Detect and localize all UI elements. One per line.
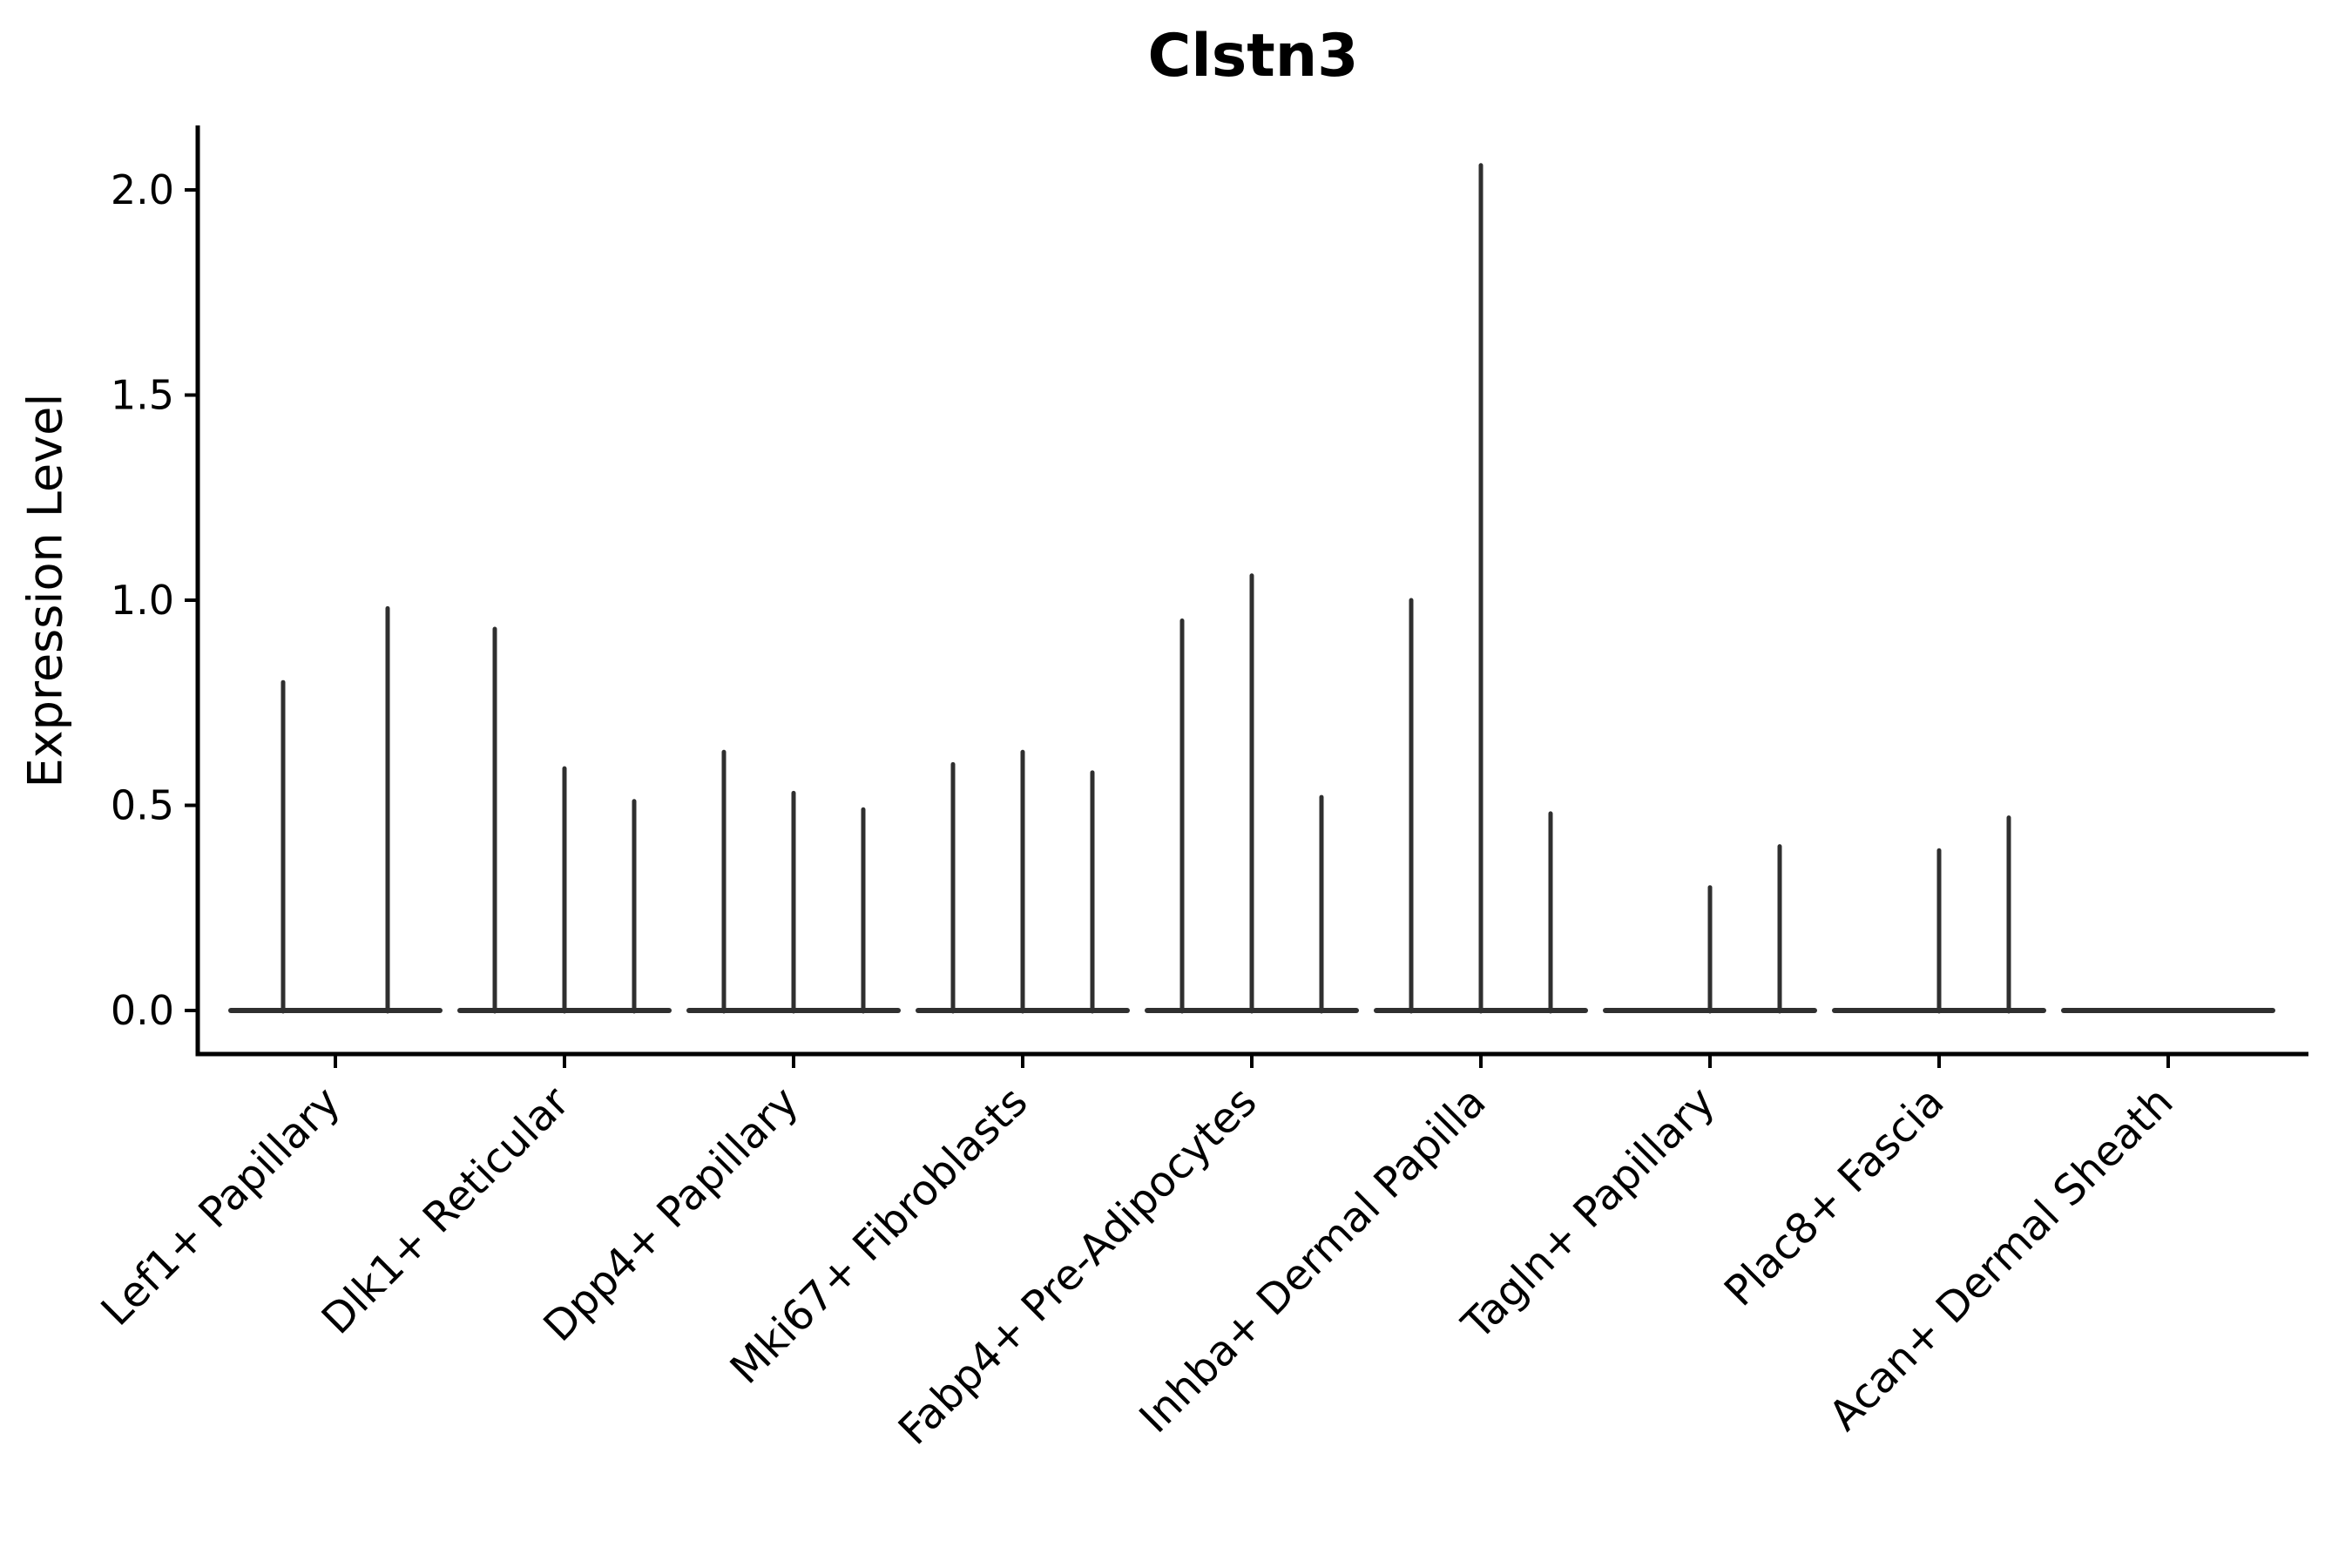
y-tick-label: 0.0 — [111, 987, 174, 1034]
x-tick-label: Plac8+ Fascia — [1715, 1078, 1954, 1316]
x-tick-label: Dpp4+ Papillary — [534, 1078, 808, 1351]
chart-title: Clstn3 — [1147, 22, 1359, 91]
y-tick-label: 1.5 — [111, 372, 174, 419]
x-tick-label: Lef1+ Papillary — [92, 1078, 350, 1335]
x-tick-label: Dlk1+ Reticular — [313, 1078, 579, 1344]
y-tick-label: 1.0 — [111, 577, 174, 624]
y-tick-label: 2.0 — [111, 166, 174, 213]
y-tick-label: 0.5 — [111, 782, 174, 829]
x-tick-label: Tagln+ Papillary — [1452, 1078, 1724, 1349]
